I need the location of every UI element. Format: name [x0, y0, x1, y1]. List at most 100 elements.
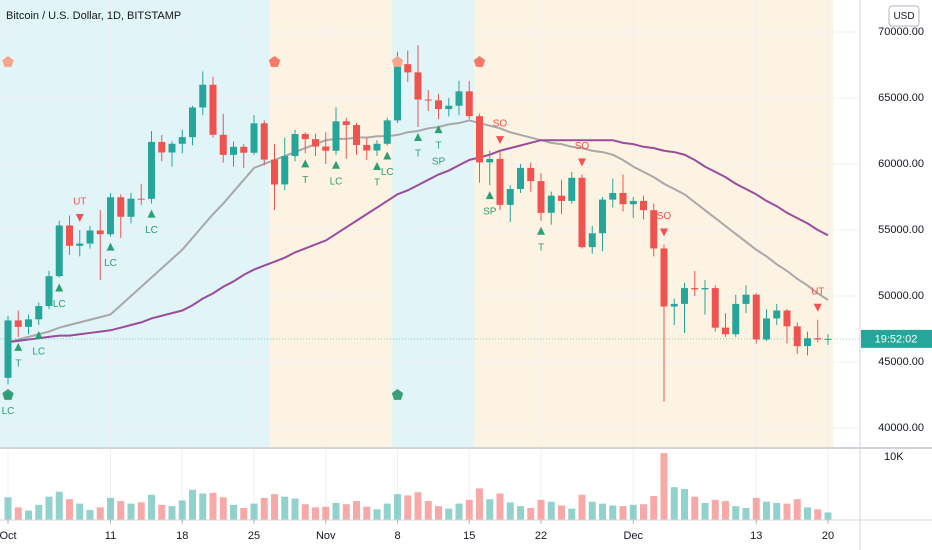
- signal-label: LC: [330, 176, 343, 187]
- x-tick-label: Dec: [623, 530, 643, 542]
- x-tick-label: 18: [176, 530, 188, 542]
- y-tick-label: 65000.00: [878, 92, 924, 104]
- signal-label: T: [435, 141, 441, 152]
- volume-bar: [445, 508, 453, 520]
- signal-label: SO: [575, 141, 590, 152]
- signal-arrow: [106, 242, 115, 251]
- signal-label: T: [374, 178, 380, 189]
- volume-bar: [4, 497, 12, 520]
- volume-bar: [342, 504, 350, 520]
- moving-average: [7, 119, 829, 344]
- volume-bar: [681, 489, 688, 520]
- signal-arrow: [813, 303, 822, 312]
- signal-arrow: [75, 213, 84, 222]
- volume-bar: [476, 488, 483, 520]
- volume-bar: [271, 494, 278, 520]
- signal-arrow: [660, 228, 668, 237]
- volume-bar: [537, 499, 545, 520]
- candle-body: [814, 338, 822, 340]
- candle-body: [609, 193, 617, 200]
- signal-arrow: [537, 226, 545, 235]
- candle-body: [35, 306, 43, 320]
- volume-pane: [4, 453, 832, 520]
- volume-bar: [66, 499, 73, 520]
- volume-bar: [148, 494, 155, 520]
- candle-body: [363, 144, 371, 151]
- candle-body: [25, 319, 32, 327]
- candle-body: [517, 167, 524, 190]
- volume-bar: [701, 502, 709, 520]
- candle-body: [742, 294, 750, 304]
- volume-bar: [558, 505, 565, 520]
- candle-body: [424, 99, 432, 101]
- candle-body: [660, 248, 668, 307]
- candle-body: [629, 200, 637, 205]
- volume-bar: [209, 492, 217, 520]
- candle-body: [55, 225, 63, 277]
- volume-bar: [742, 508, 750, 520]
- volume-bar: [178, 500, 186, 520]
- candle-body: [537, 181, 545, 213]
- candle-body: [394, 64, 401, 121]
- candle-body: [117, 197, 125, 217]
- volume-bar: [322, 506, 330, 520]
- signal-label: LC: [32, 347, 45, 358]
- volume-bar: [435, 506, 442, 520]
- moving-averages: [7, 119, 829, 344]
- x-tick-label: 8: [394, 530, 400, 542]
- candle-body: [650, 210, 658, 249]
- signal-arrow: [496, 136, 504, 145]
- x-tick-label: Oct: [0, 530, 17, 542]
- volume-bar: [404, 495, 412, 520]
- volume-bar: [517, 506, 524, 520]
- volume-bar: [486, 499, 494, 520]
- volume-bar: [35, 504, 43, 520]
- moving-average: [7, 139, 829, 344]
- volume-bar: [465, 499, 473, 520]
- grid: [0, 0, 860, 520]
- candle-body: [486, 158, 494, 163]
- signal-label: T: [302, 175, 308, 186]
- candle-body: [783, 310, 791, 327]
- candle-body: [137, 198, 145, 200]
- candle-body: [342, 121, 350, 126]
- signal-label: T: [415, 149, 421, 160]
- candle-body: [476, 116, 483, 163]
- volume-bar: [383, 503, 391, 520]
- volume-bar: [86, 509, 94, 520]
- signal-arrow: [414, 132, 422, 141]
- signal-label: LC: [381, 167, 394, 178]
- candle-body: [599, 199, 606, 234]
- volume-bar: [793, 499, 801, 520]
- volume-bar: [312, 507, 319, 520]
- axes: 40000.00 45000.00 50000.00 55000.00 60000.00…: [0, 26, 932, 542]
- candle-body: [96, 230, 104, 235]
- candle-body: [281, 156, 289, 185]
- signal-arrow: [34, 331, 43, 340]
- candle-body: [455, 91, 463, 106]
- candle-body: [291, 133, 299, 157]
- x-tick-label: 25: [248, 530, 260, 542]
- candle-body: [804, 338, 811, 347]
- currency-box[interactable]: [888, 5, 920, 27]
- y-tick-label: 60000.00: [878, 158, 924, 170]
- volume-bar: [588, 501, 596, 520]
- volume-bar: [752, 497, 760, 520]
- candle-body: [148, 141, 155, 199]
- signal-label: SO: [493, 119, 508, 130]
- candle-body: [168, 143, 176, 153]
- volume-bar: [650, 496, 658, 520]
- volume-bar: [117, 501, 125, 520]
- volume-bar: [76, 503, 84, 520]
- volume-bar: [783, 503, 791, 520]
- volume-bar: [619, 506, 627, 520]
- candle-body: [271, 159, 278, 185]
- signal-arrow: [4, 390, 12, 399]
- volume-bar: [394, 494, 401, 520]
- signal-label: SP: [432, 157, 446, 168]
- y-tick-label: 40000.00: [878, 422, 924, 434]
- candle-body: [578, 177, 586, 248]
- volume-bar: [230, 504, 237, 520]
- volume-bar: [137, 502, 145, 520]
- volume-bar: [732, 506, 740, 520]
